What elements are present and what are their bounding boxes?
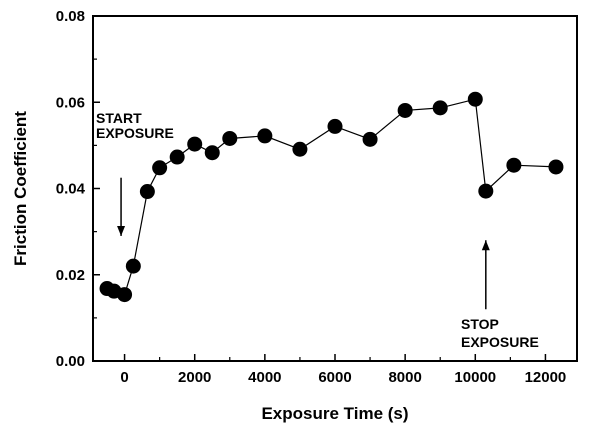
start-arrowhead bbox=[117, 225, 126, 236]
data-point bbox=[467, 91, 483, 107]
data-point bbox=[139, 184, 155, 200]
data-point bbox=[327, 118, 343, 134]
data-point bbox=[152, 160, 168, 176]
data-point bbox=[117, 287, 133, 303]
x-tick-label: 4000 bbox=[248, 369, 281, 386]
data-point bbox=[204, 145, 220, 161]
plot-border bbox=[92, 15, 578, 362]
series-layer bbox=[99, 91, 564, 303]
data-point bbox=[187, 136, 203, 152]
x-tick-label: 0 bbox=[120, 369, 128, 386]
data-point bbox=[548, 159, 564, 175]
data-point bbox=[397, 102, 413, 118]
y-axis-ticks: 0.00 0.02 0.04 0.06 0.08 bbox=[56, 8, 100, 370]
data-point bbox=[432, 100, 448, 116]
data-point bbox=[169, 149, 185, 165]
x-tick-label: 2000 bbox=[178, 369, 211, 386]
y-axis-title: Friction Coefficient bbox=[11, 111, 30, 266]
data-point bbox=[478, 183, 494, 199]
data-point bbox=[222, 130, 238, 146]
stop-arrowhead bbox=[481, 240, 490, 251]
plot-frame bbox=[92, 15, 578, 362]
y-tick-label: 0.04 bbox=[56, 181, 86, 198]
x-axis-ticks: 0 2000 4000 6000 8000 10000 12000 bbox=[120, 354, 566, 386]
data-point bbox=[506, 157, 522, 173]
x-axis-title: Exposure Time (s) bbox=[261, 404, 408, 423]
data-point bbox=[362, 131, 378, 147]
stop-label-line2: EXPOSURE bbox=[461, 334, 539, 350]
stop-label-line1: STOP bbox=[461, 316, 499, 332]
x-tick-label: 10000 bbox=[454, 369, 496, 386]
data-point bbox=[292, 141, 308, 157]
start-label-line1: START bbox=[96, 110, 142, 126]
y-tick-label: 0.02 bbox=[56, 267, 85, 284]
start-label-line2: EXPOSURE bbox=[96, 125, 174, 141]
y-tick-label: 0.06 bbox=[56, 94, 85, 111]
y-tick-label: 0.00 bbox=[56, 353, 85, 370]
x-tick-label: 8000 bbox=[388, 369, 421, 386]
x-tick-label: 6000 bbox=[318, 369, 351, 386]
y-tick-label: 0.08 bbox=[56, 8, 85, 25]
data-point bbox=[125, 258, 141, 274]
data-point bbox=[257, 128, 273, 144]
x-tick-label: 12000 bbox=[525, 369, 567, 386]
